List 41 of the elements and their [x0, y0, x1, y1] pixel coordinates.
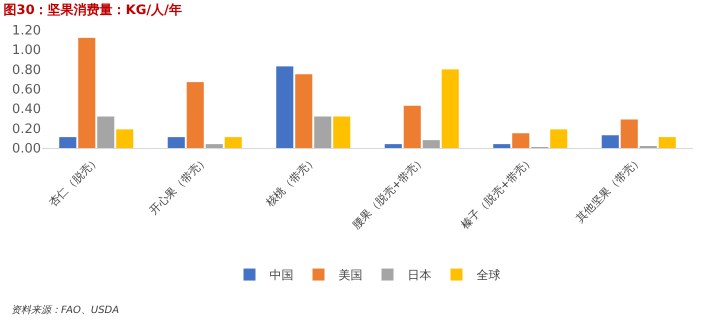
bar: [276, 66, 294, 148]
bar: [78, 38, 96, 148]
bar: [333, 116, 350, 148]
y-tick-label: 1.20: [12, 24, 41, 39]
bar: [422, 140, 440, 148]
x-tick-label: 其他坚果（带壳）: [573, 154, 645, 225]
legend-label: 日本: [408, 268, 432, 282]
x-tick-label: 榛子（脱壳+带壳）: [458, 154, 536, 232]
bar: [224, 137, 242, 148]
y-tick-label: 0.60: [12, 82, 41, 98]
legend-label: 美国: [338, 268, 362, 282]
y-tick-label: 0.80: [12, 62, 41, 78]
bar: [295, 74, 312, 148]
bar: [658, 137, 676, 148]
bar: [620, 119, 638, 148]
bar: [168, 137, 185, 148]
y-tick-label: 0.40: [12, 102, 41, 118]
x-tick-label: 核桃（带壳）: [262, 154, 320, 210]
bar: [442, 69, 459, 148]
x-tick-label: 杏仁（脱壳）: [46, 154, 102, 210]
x-tick-label: 腰果（脱壳+带壳）: [350, 154, 428, 232]
bar: [493, 144, 510, 148]
text: 资料来源：FAO、USDA: [11, 304, 120, 316]
bar: [314, 116, 332, 148]
bar: [186, 82, 204, 148]
bar: [602, 135, 619, 148]
bar: [404, 106, 421, 148]
bar: [550, 129, 568, 148]
bar: [97, 116, 114, 148]
bar: [116, 129, 134, 148]
bar: [512, 133, 530, 148]
bar: [206, 144, 223, 148]
legend-label: 全球: [476, 268, 500, 282]
y-tick-label: 0.00: [12, 142, 41, 157]
y-tick-label: 1.00: [12, 43, 41, 58]
bar: [384, 144, 402, 148]
legend-label: 中国: [270, 268, 294, 282]
bar: [59, 137, 76, 148]
chart-title: 图30：坚果消费量：KG/人/年: [4, 2, 182, 18]
x-tick-label: 开心果（带壳）: [147, 154, 211, 218]
y-tick-label: 0.20: [12, 122, 41, 137]
